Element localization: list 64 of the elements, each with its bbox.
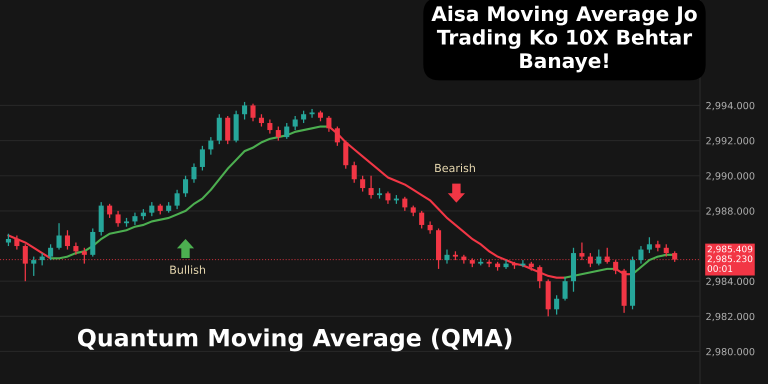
candlestick <box>73 242 78 256</box>
candlestick <box>267 118 272 134</box>
y-tick-label: 2,980.000 <box>706 348 754 356</box>
candlestick <box>116 210 121 228</box>
candlestick <box>90 228 96 258</box>
y-tick-label: 2,984.000 <box>706 278 754 286</box>
candlestick <box>14 234 20 250</box>
candlestick <box>368 175 374 200</box>
text: Aisa Moving Average Jo Trading Ko 10X Behtar Banaye! <box>431 6 697 72</box>
candlestick <box>343 140 348 170</box>
candlestick <box>318 110 324 122</box>
y-tick-label: 2,988.000 <box>706 207 754 216</box>
candlestick <box>183 175 188 198</box>
candlestick <box>428 220 433 234</box>
candlestick <box>107 203 112 219</box>
candlestick <box>149 201 154 217</box>
candlestick <box>191 162 197 184</box>
candlestick <box>444 248 450 264</box>
y-tick-label: 2,990.000 <box>706 172 754 181</box>
annotation: Bullish <box>170 265 206 274</box>
candlestick <box>225 115 230 145</box>
candlestick <box>158 203 163 216</box>
candlestick <box>646 236 652 254</box>
candlestick <box>6 233 11 247</box>
candlestick <box>40 252 45 266</box>
text: 00:01 <box>708 265 732 272</box>
text: Quantum Moving Average (QMA) <box>78 328 512 352</box>
ref-line-label: 2,985.230 <box>708 255 752 264</box>
candlestick <box>258 114 264 128</box>
candlestick <box>292 115 298 131</box>
candlestick <box>284 122 290 140</box>
candlestick <box>478 258 484 266</box>
candlestick <box>200 145 205 172</box>
candlestick <box>360 175 366 192</box>
candlestick <box>352 161 357 184</box>
candlestick <box>208 136 214 156</box>
candlestick <box>554 294 560 316</box>
candlestick <box>31 256 36 277</box>
candlestick <box>242 101 248 120</box>
candlestick <box>64 230 70 250</box>
candlestick <box>56 222 62 250</box>
candlestick <box>301 110 306 124</box>
candlestick <box>410 204 416 217</box>
candlestick <box>385 190 390 204</box>
candlestick <box>216 114 222 145</box>
candlestick <box>174 189 180 210</box>
candlestick <box>276 126 281 142</box>
candlestick <box>250 103 256 122</box>
candlestick <box>562 277 568 302</box>
candlestick <box>664 244 669 258</box>
text: 2,985.409 <box>708 246 752 254</box>
candlestick <box>402 196 408 212</box>
candlestick <box>140 208 146 220</box>
candlestick <box>638 245 644 264</box>
candlestick <box>166 201 172 214</box>
y-tick-label: 2,982.000 <box>706 312 754 322</box>
y-tick-label: 2,992.000 <box>706 137 754 146</box>
candlestick <box>419 210 424 230</box>
annotation: Bearish <box>435 164 475 172</box>
candlestick <box>48 244 54 261</box>
candlestick <box>132 212 138 226</box>
candlestick <box>596 248 602 266</box>
candlestick <box>655 240 660 252</box>
y-tick-label: 2,994.000 <box>706 102 754 110</box>
